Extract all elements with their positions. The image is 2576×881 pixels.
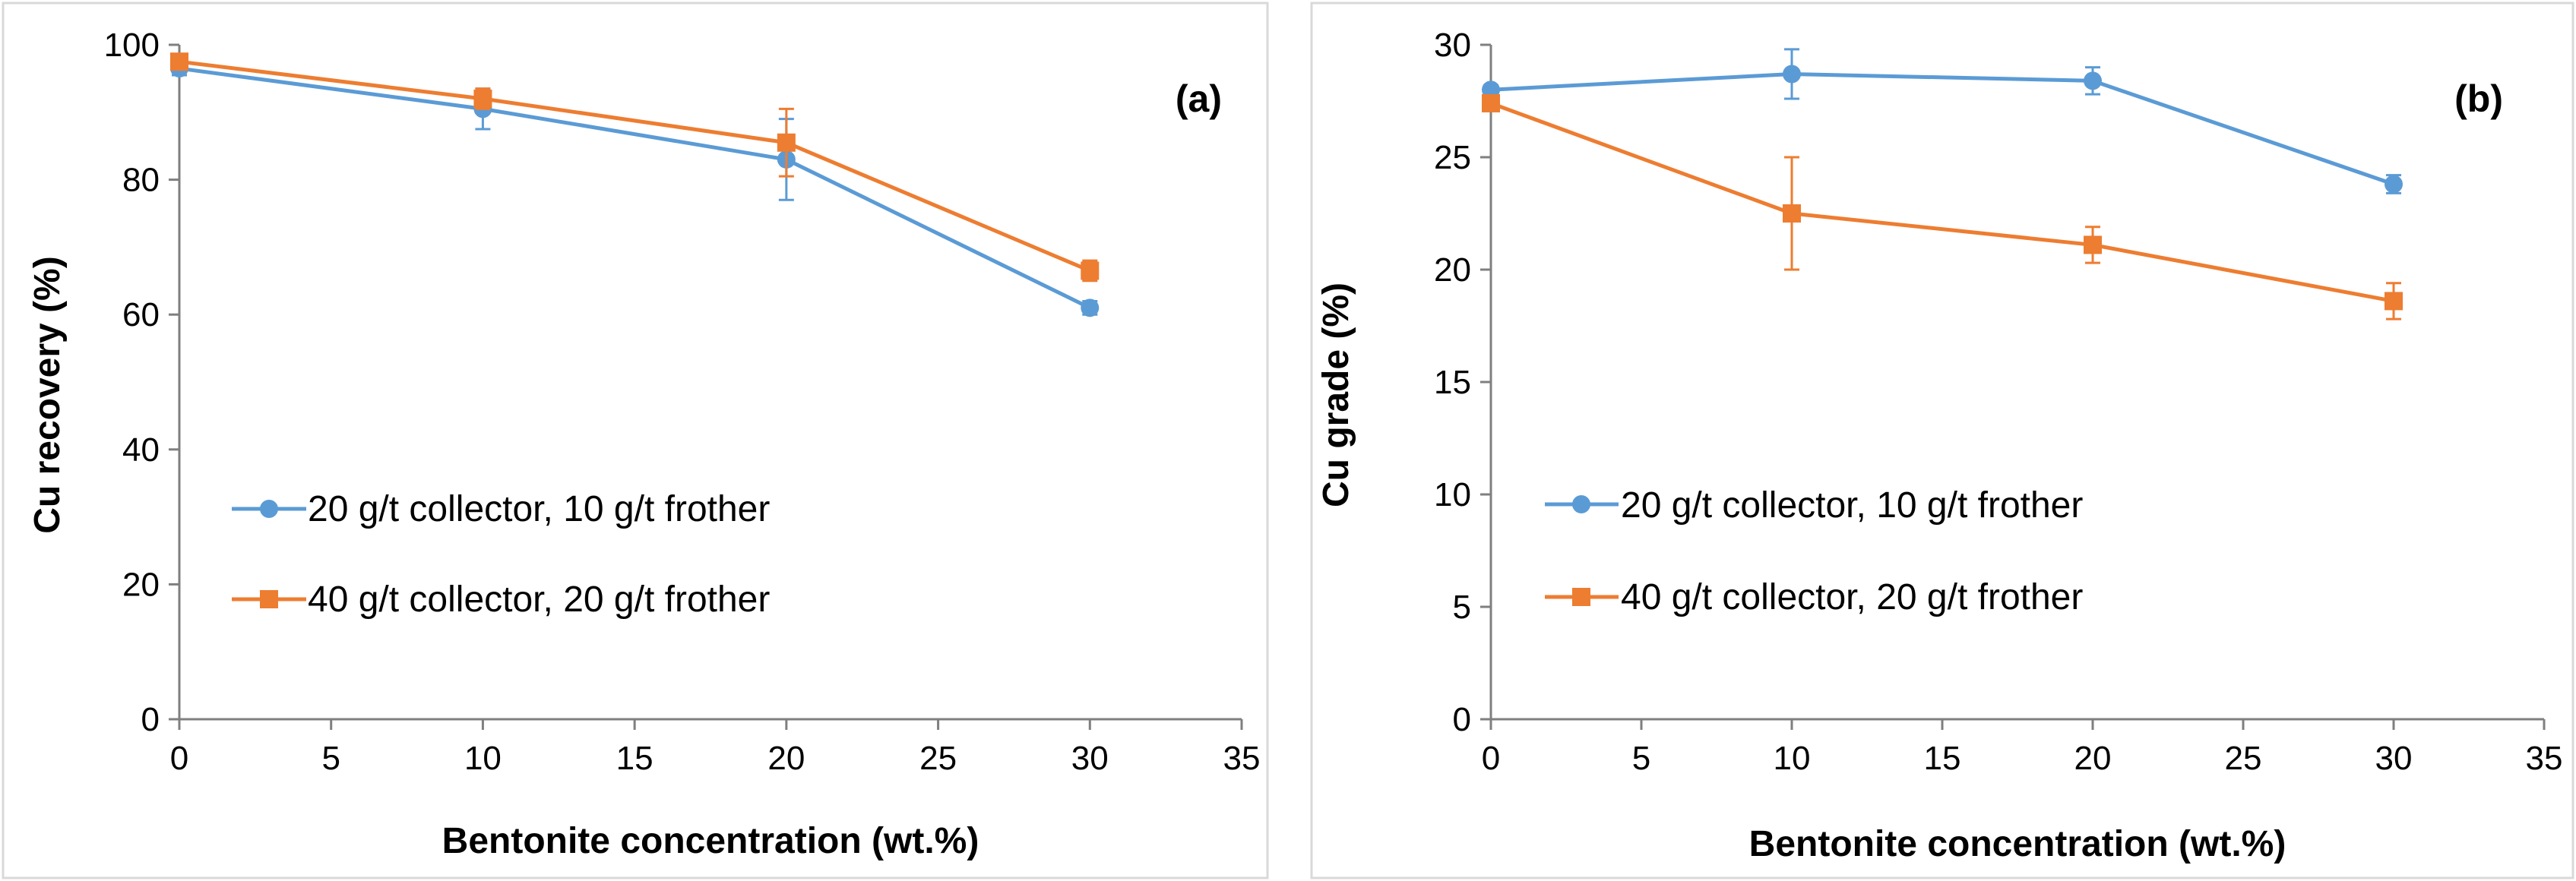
x-tick-label: 35 (1223, 740, 1261, 777)
x-tick-label: 20 (767, 740, 805, 777)
x-axis-title: Bentonite concentration (wt.%) (1749, 824, 2286, 864)
x-tick-label: 0 (170, 740, 188, 777)
legend-entry-blue: 20 g/t collector, 10 g/t frother (232, 489, 770, 529)
series-blue (1482, 48, 2403, 194)
y-tick-label: 20 (122, 566, 160, 603)
panel-label: (b) (2454, 77, 2503, 120)
axes (1480, 43, 2546, 730)
legend-entry-orange: 40 g/t collector, 20 g/t frother (232, 579, 770, 620)
y-tick-label: 25 (1434, 139, 1471, 176)
y-tick-label: 40 (122, 431, 160, 469)
data-point (1081, 298, 1100, 317)
y-tick-label: 10 (1434, 476, 1471, 513)
legend-marker-square (260, 590, 278, 608)
series-line (179, 59, 1091, 273)
legend-marker-square (1572, 588, 1590, 606)
x-tick-label: 15 (1924, 740, 1961, 777)
tick-labels: 0 20 40 60 80 100 0 5 10 15 20 25 30 35 (104, 27, 1261, 777)
series-line (179, 66, 1091, 310)
data-point (1482, 93, 1500, 112)
x-tick-label: 30 (1071, 740, 1109, 777)
tick-labels: 0 5 10 15 20 25 30 0 5 10 15 20 25 30 35 (1434, 27, 2562, 777)
plot-frame (2, 2, 1269, 879)
chart-panel-b: 0 5 10 15 20 25 30 0 5 10 15 20 25 30 35 (b) Bentonite… (1310, 2, 2574, 879)
series-line (1490, 101, 2394, 303)
y-tick-label: 100 (104, 27, 160, 64)
x-axis-title: Bentonite concentration (wt.%) (442, 821, 979, 861)
x-tick-label: 5 (321, 740, 340, 777)
y-tick-label: 60 (122, 296, 160, 333)
x-tick-label: 10 (1774, 740, 1811, 777)
y-axis-title: Cu recovery (%) (27, 256, 68, 533)
legend: 20 g/t collector, 10 g/t frother 40 g/t … (1545, 485, 2083, 617)
x-tick-label: 10 (464, 740, 502, 777)
x-tick-label: 0 (1482, 740, 1500, 777)
y-tick-label: 0 (1453, 701, 1471, 738)
legend-label: 20 g/t collector, 10 g/t frother (1621, 485, 2083, 526)
x-tick-label: 5 (1632, 740, 1650, 777)
legend-entry-orange: 40 g/t collector, 20 g/t frother (1545, 577, 2083, 617)
y-tick-label: 15 (1434, 364, 1471, 401)
data-point (2385, 292, 2403, 311)
data-point (2385, 175, 2403, 194)
data-point (2084, 71, 2102, 90)
x-tick-label: 25 (919, 740, 957, 777)
series-layer (1482, 48, 2403, 321)
series-blue (170, 59, 1100, 317)
panel-label: (a) (1176, 77, 1222, 120)
series-layer (170, 52, 1100, 317)
legend: 20 g/t collector, 10 g/t frother 40 g/t … (232, 489, 770, 620)
x-tick-label: 25 (2225, 740, 2262, 777)
y-tick-label: 80 (122, 162, 160, 199)
y-tick-label: 0 (141, 701, 160, 738)
y-tick-label: 5 (1453, 589, 1471, 626)
chart-panel-a: 0 20 40 60 80 100 0 5 10 15 20 25 30 35 (a) Bentonite… (2, 2, 1269, 879)
series-orange (170, 52, 1100, 283)
data-point (1783, 204, 1801, 223)
legend-label: 20 g/t collector, 10 g/t frother (308, 489, 770, 529)
x-tick-label: 30 (2375, 740, 2413, 777)
y-tick-label: 30 (1434, 27, 1471, 64)
x-tick-label: 35 (2526, 740, 2563, 777)
legend-label: 40 g/t collector, 20 g/t frother (1621, 577, 2083, 617)
legend-marker-circle (260, 500, 278, 518)
series-line (1490, 71, 2394, 186)
legend-marker-circle (1572, 495, 1590, 513)
data-point (777, 133, 796, 152)
x-tick-label: 15 (616, 740, 653, 777)
legend-label: 40 g/t collector, 20 g/t frother (308, 579, 770, 620)
x-tick-label: 20 (2074, 740, 2112, 777)
y-axis-title: Cu grade (%) (1316, 283, 1356, 507)
data-point (1081, 261, 1100, 280)
data-point (2084, 235, 2102, 254)
y-tick-label: 20 (1434, 251, 1471, 289)
plot-frame (1310, 2, 2574, 879)
series-orange (1482, 93, 2403, 321)
legend-entry-blue: 20 g/t collector, 10 g/t frother (1545, 485, 2083, 526)
data-point (170, 52, 188, 71)
data-point (1783, 65, 1801, 84)
data-point (473, 90, 492, 109)
axes (169, 43, 1243, 730)
